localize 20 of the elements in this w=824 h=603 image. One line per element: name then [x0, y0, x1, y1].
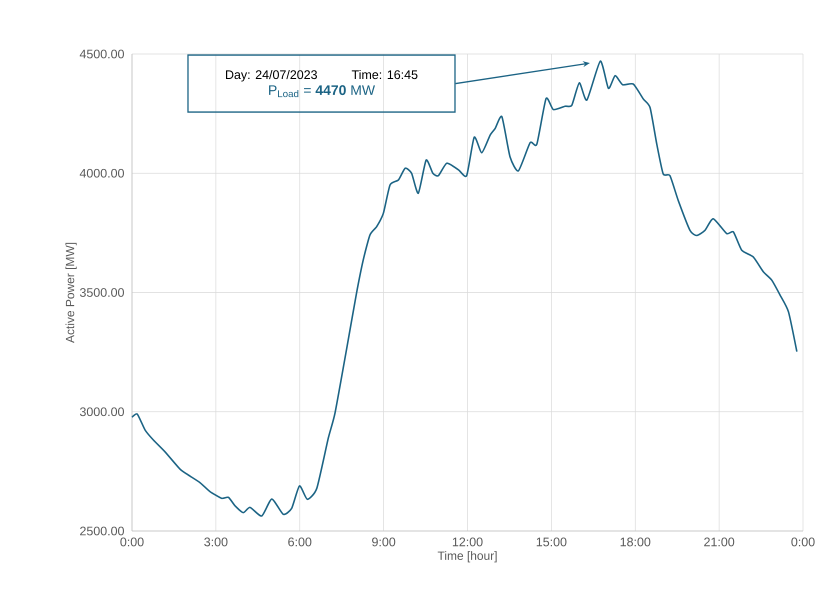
x-tick-label: 3:00: [204, 538, 228, 546]
y-tick-label: 3000.00: [80, 407, 124, 416]
x-axis-title: Time [hour]: [438, 551, 497, 562]
y-tick-label: 2500.00: [80, 526, 124, 536]
y-tick-label: 3500.00: [80, 288, 124, 297]
y-tick-label: 4500.00: [80, 50, 124, 58]
x-tick-label: 21:00: [704, 538, 734, 546]
line-series: [131, 60, 798, 517]
y-tick-label: 4000.00: [80, 168, 124, 178]
y-axis-title: Active Power [MW]: [65, 242, 77, 343]
x-tick-label: 15:00: [536, 538, 566, 546]
annotation: P$_{Load}$ = 4470 MW: [269, 85, 375, 98]
x-tick-label: 0:00: [120, 538, 144, 546]
annotation: Day: 24/07/2023: [226, 70, 317, 82]
x-tick-label: 0:00: [791, 538, 815, 546]
x-tick-label: 12:00: [452, 538, 483, 546]
x-tick-label: 18:00: [620, 538, 650, 546]
annotation: Time: 16:45: [352, 70, 418, 80]
x-tick-label: 9:00: [372, 538, 396, 546]
x-tick-label: 6:00: [288, 538, 312, 546]
